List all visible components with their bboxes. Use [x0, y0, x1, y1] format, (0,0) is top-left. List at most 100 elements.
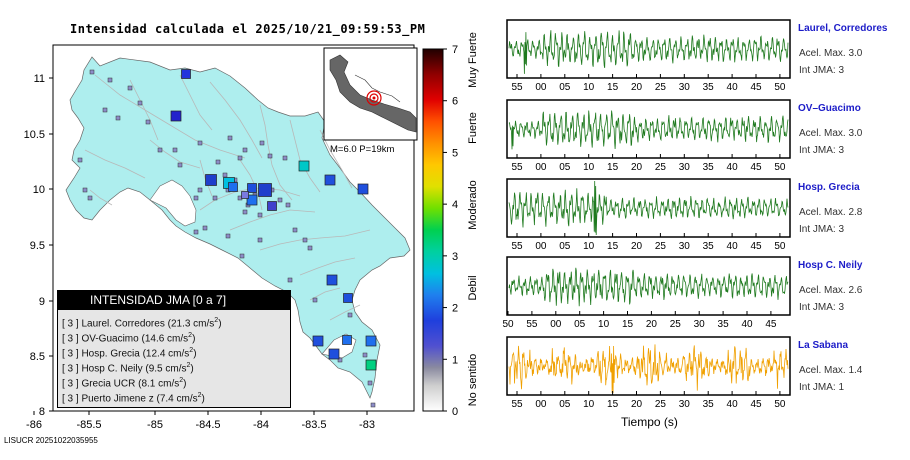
station-marker [287, 277, 293, 283]
seismogram-tick-label: 35 [718, 319, 730, 330]
station-marker-intensity [181, 69, 191, 79]
colorbar-category-label: Debil [467, 275, 479, 300]
station-marker [115, 115, 121, 121]
station-marker [102, 107, 108, 113]
legend-item: [ 3 ] OV-Guacimo (14.6 cm/s2) [62, 328, 290, 345]
map-x-tick-label: -84.5 [195, 419, 220, 431]
map-x-tick-label: -84 [253, 419, 269, 431]
legend-item-name: Hosp. Grecia [81, 348, 143, 360]
station-marker [89, 69, 95, 75]
station-name: Laurel, Corredores [798, 23, 888, 34]
station-markers [77, 69, 377, 408]
seismogram-panel: 55 00 05 10 15 20 25 30 35 40 45 50 [506, 178, 791, 252]
legend-item-close: ) [193, 348, 197, 360]
station-name: La Sabana [798, 340, 849, 351]
waveform-trace [508, 110, 789, 150]
legend-item-exponent: 2 [188, 332, 193, 339]
map-x-tick-label: -85.5 [76, 419, 101, 431]
station-marker [242, 209, 248, 215]
station-acel-max: Acel. Max. 3.0 [799, 128, 863, 139]
legend-item-level: [ 3 ] [62, 348, 82, 360]
legend-item-name: OV-Guacimo [81, 333, 142, 345]
station-marker [107, 77, 113, 83]
station-marker [212, 195, 218, 201]
station-marker-intensity [324, 174, 336, 186]
seismogram-tick-label: 55 [511, 241, 523, 252]
station-acel-max: Acel. Max. 1.4 [799, 365, 863, 376]
colorbar-tick-label: 0 [452, 406, 458, 418]
station-marker-intensity [170, 110, 182, 122]
station-marker [292, 227, 298, 233]
map-title: Intensidad calculada el 2025/10/21_09:59… [70, 22, 426, 36]
colorbar-tick-label: 6 [452, 96, 458, 108]
colorbar-category-label: Fuerte [467, 112, 479, 144]
station-int-jma: Int JMA: 3 [799, 65, 845, 76]
intensity-legend: INTENSIDAD JMA [0 a 7] [ 3 ] Laurel. Cor… [57, 290, 291, 408]
station-marker [137, 100, 143, 106]
seismogram-tick-label: 30 [679, 82, 691, 93]
map-y-tick-label: 10 [33, 184, 45, 196]
seismogram-tick-label: 40 [741, 319, 753, 330]
seismogram-tick-label: 40 [727, 241, 739, 252]
legend-item-name: Puerto Jimene z [81, 393, 157, 405]
station-marker-intensity [298, 160, 310, 172]
station-marker [367, 380, 373, 386]
map-y-tick-label: 8 [39, 406, 45, 418]
station-marker [197, 187, 203, 193]
station-marker [259, 140, 265, 146]
seismogram-tick-label: 15 [607, 82, 619, 93]
station-marker-intensity [258, 183, 272, 197]
legend-item: [ 3 ] Hosp. Grecia (12.4 cm/s2) [62, 343, 290, 360]
waveform-trace [508, 30, 789, 74]
seismogram-tick-label: 05 [559, 241, 571, 252]
station-marker [197, 140, 203, 146]
seismogram-tick-label: 25 [655, 241, 667, 252]
legend-item-exponent: 2 [179, 377, 184, 384]
seismogram-tick-label: 35 [703, 241, 715, 252]
legend-item: [ 3 ] Laurel. Corredores (21.3 cm/s2) [62, 313, 290, 329]
station-marker [337, 357, 343, 363]
seismogram-tick-label: 20 [631, 82, 643, 93]
legend-item-value: (9.5 cm/s [145, 363, 187, 375]
station-marker [157, 147, 163, 153]
station-marker-intensity [241, 191, 249, 199]
station-marker [177, 162, 183, 168]
seismogram-tick-label: 25 [670, 319, 682, 330]
seismogram-tick-label: 55 [511, 162, 523, 173]
colorbar-tick-label: 2 [452, 303, 458, 315]
station-marker [242, 147, 248, 153]
seismogram-tick-label: 45 [750, 399, 762, 410]
station-marker [172, 147, 178, 153]
waveform-trace [508, 267, 789, 307]
map-y-tick-label: 11 [34, 73, 45, 85]
seismogram-tick-label: 00 [535, 241, 547, 252]
inset-caption: M=6.0 P=19km [330, 144, 395, 155]
waveform-trace [508, 344, 789, 394]
seismogram-tick-label: 05 [559, 82, 571, 93]
seismogram-tick-label: 40 [727, 162, 739, 173]
seismogram-tick-label: 15 [607, 399, 619, 410]
colorbar-categories: No sentido Debil Moderado Fuerte Muy Fuerte [467, 32, 479, 406]
legend-items: [ 3 ] Laurel. Corredores (21.3 cm/s2)[ 3… [58, 310, 290, 405]
station-marker [227, 135, 233, 141]
legend-item-value: (14.6 cm/s [141, 333, 189, 345]
station-marker-intensity [246, 194, 258, 206]
legend-item-value: (12.4 cm/s [142, 348, 190, 360]
colorbar-ticks: 0 1 2 3 4 5 6 7 [443, 44, 458, 418]
station-name: Hosp C. Neily [798, 260, 863, 271]
map-y-tick-label: 9 [39, 296, 45, 308]
legend-item-close: ) [183, 378, 187, 390]
seismogram-tick-label: 55 [511, 399, 523, 410]
station-marker [193, 229, 199, 235]
seismogram-tick-label: 05 [574, 319, 586, 330]
seismogram-tick-label: 10 [583, 162, 595, 173]
seismogram-tick-label: 00 [550, 319, 562, 330]
seismogram-panel: 55 00 05 10 15 20 25 30 35 40 45 50 [506, 99, 791, 173]
seismogram-tick-label: 05 [559, 399, 571, 410]
legend-item-name: Grecia UCR [81, 378, 139, 390]
map-x-tick-label: -83.5 [301, 419, 326, 431]
station-marker-intensity [228, 182, 238, 192]
seismogram-tick-label: 45 [765, 319, 777, 330]
station-marker [77, 157, 83, 163]
